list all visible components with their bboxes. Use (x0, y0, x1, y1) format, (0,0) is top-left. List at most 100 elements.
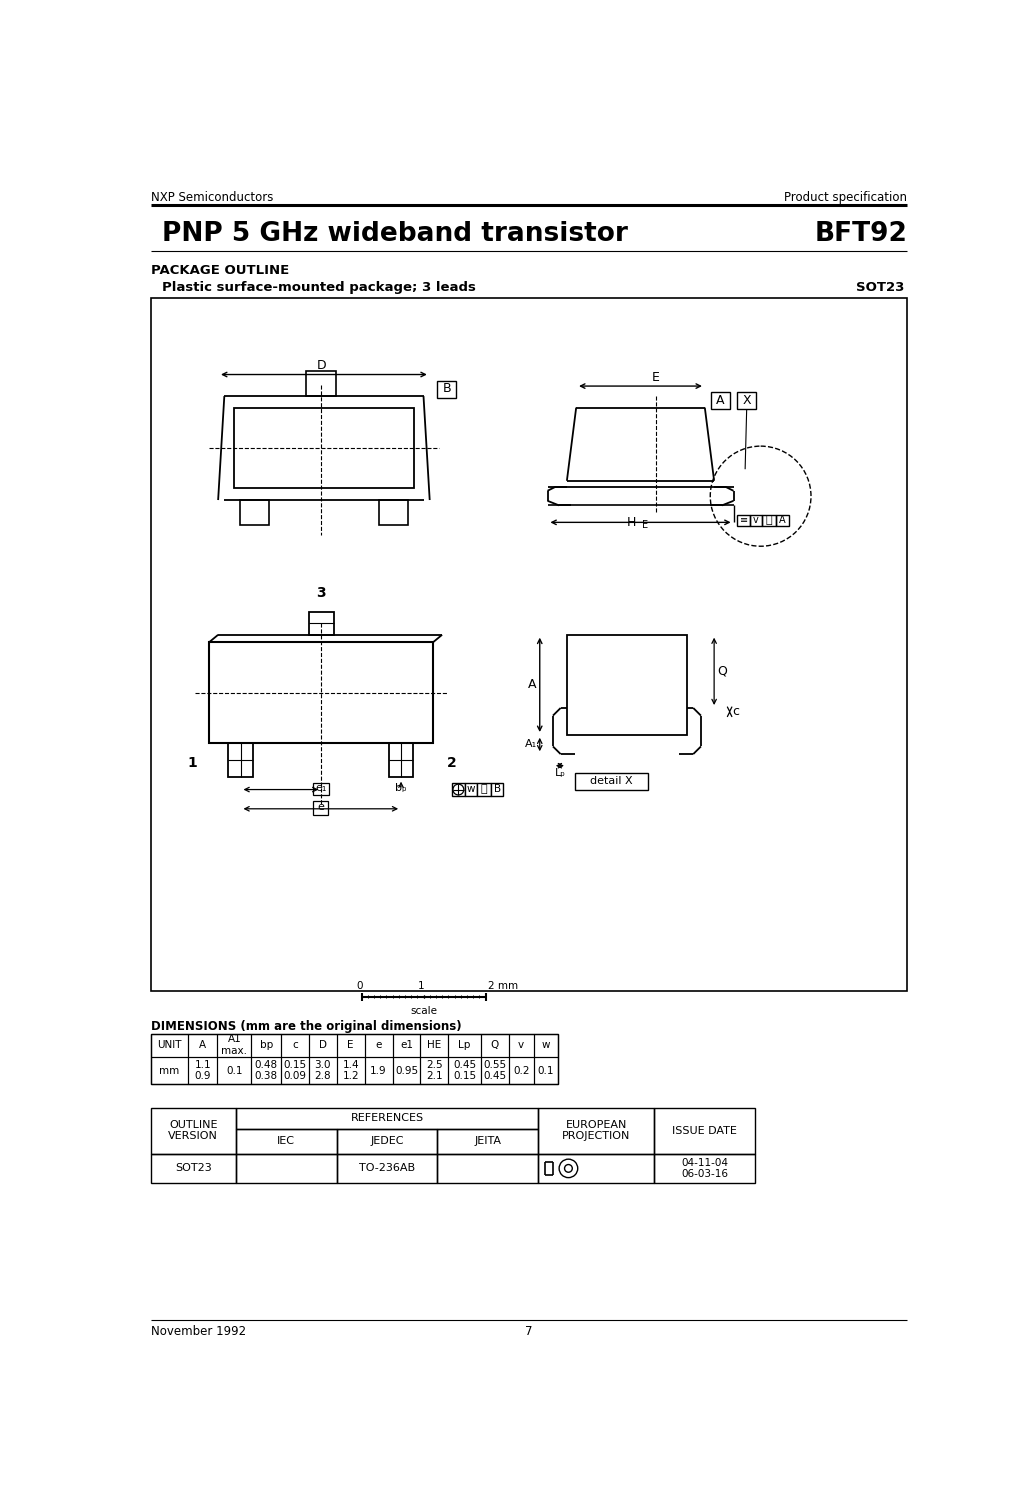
Bar (188, 1057, 218, 1084)
Text: 2 mm: 2 mm (488, 981, 518, 991)
Text: A: A (528, 678, 537, 692)
Text: bₚ: bₚ (395, 784, 407, 794)
Bar (252, 1057, 281, 1084)
Text: v: v (518, 1041, 524, 1050)
Text: bp: bp (260, 1041, 272, 1050)
Text: 0.1: 0.1 (226, 1066, 243, 1075)
Text: 1: 1 (188, 757, 197, 770)
Bar (392, 1033, 420, 1057)
Text: E: E (642, 520, 648, 529)
Bar (151, 298, 907, 991)
Text: B: B (493, 784, 501, 794)
Bar (750, 514, 763, 526)
Text: ⓜ: ⓜ (481, 784, 487, 794)
Bar (151, 1057, 188, 1084)
Bar (364, 1057, 392, 1084)
Bar (448, 1033, 481, 1057)
Bar (228, 743, 253, 778)
Bar (151, 1107, 236, 1154)
Bar (239, 499, 269, 525)
Text: A: A (199, 1041, 206, 1050)
Bar (711, 393, 730, 409)
Text: w: w (466, 784, 475, 794)
Bar (313, 802, 328, 815)
Bar (188, 1033, 218, 1057)
Text: JEDEC: JEDEC (370, 1137, 404, 1146)
Text: 1.1
0.9: 1.1 0.9 (194, 1060, 211, 1081)
Text: ≡: ≡ (740, 516, 747, 525)
Bar (218, 1033, 252, 1057)
Bar (481, 1057, 509, 1084)
Text: BFT92: BFT92 (814, 221, 907, 247)
Text: 0.95: 0.95 (395, 1066, 418, 1075)
Text: UNIT: UNIT (157, 1041, 182, 1050)
Text: Product specification: Product specification (784, 191, 907, 205)
Bar (314, 782, 329, 796)
Text: e: e (317, 802, 324, 812)
Bar (151, 1033, 558, 1084)
Bar (252, 1033, 281, 1057)
Bar (477, 784, 491, 796)
Bar (452, 784, 464, 796)
Text: A: A (716, 394, 724, 406)
Text: PACKAGE OUTLINE: PACKAGE OUTLINE (151, 263, 289, 277)
Bar (364, 1033, 392, 1057)
Bar (420, 1057, 448, 1084)
Text: 3.0
2.8: 3.0 2.8 (315, 1060, 331, 1081)
Bar (763, 514, 776, 526)
Bar (236, 1154, 336, 1184)
Text: 0.55
0.45: 0.55 0.45 (483, 1060, 507, 1081)
Text: 2.5
2.1: 2.5 2.1 (426, 1060, 443, 1081)
Bar (309, 612, 333, 635)
Bar (539, 1107, 654, 1154)
Bar (776, 514, 788, 526)
Bar (534, 1057, 558, 1084)
Text: w: w (542, 1041, 550, 1050)
Bar (654, 1154, 755, 1184)
Text: REFERENCES: REFERENCES (351, 1113, 424, 1123)
Text: JEITA: JEITA (475, 1137, 502, 1146)
Bar (336, 1033, 364, 1057)
Bar (307, 371, 336, 396)
Bar (389, 743, 414, 778)
Text: OUTLINE
VERSION: OUTLINE VERSION (168, 1120, 218, 1142)
Bar (509, 1057, 534, 1084)
Text: 0.1: 0.1 (538, 1066, 554, 1075)
Text: 0: 0 (356, 981, 362, 991)
Text: 2: 2 (447, 757, 456, 770)
Text: TO-236AB: TO-236AB (359, 1164, 415, 1173)
Bar (336, 1057, 364, 1084)
Text: 1.9: 1.9 (370, 1066, 387, 1075)
Bar (151, 1154, 236, 1184)
Text: IEC: IEC (278, 1137, 295, 1146)
Bar (738, 393, 756, 409)
Text: e: e (376, 1041, 382, 1050)
Text: 1: 1 (418, 981, 424, 991)
Text: e1: e1 (400, 1041, 413, 1050)
Bar (438, 381, 456, 397)
Text: EUROPEAN
PROJECTION: EUROPEAN PROJECTION (562, 1120, 631, 1142)
Text: HE: HE (427, 1041, 442, 1050)
Text: 3: 3 (317, 587, 326, 600)
Text: X: X (742, 394, 751, 406)
Bar (233, 408, 414, 489)
Bar (309, 1057, 336, 1084)
Text: E: E (348, 1041, 354, 1050)
Text: E: E (652, 371, 659, 384)
Text: scale: scale (410, 1006, 437, 1015)
Bar (236, 1107, 539, 1130)
Text: e₁: e₁ (316, 784, 327, 794)
Text: D: D (317, 359, 326, 371)
Text: ⓜ: ⓜ (766, 516, 773, 525)
Bar (438, 1154, 539, 1184)
Text: A: A (779, 516, 785, 525)
Text: SOT23: SOT23 (175, 1164, 212, 1173)
Text: November 1992: November 1992 (151, 1325, 246, 1337)
Bar (654, 1107, 755, 1154)
Text: 1.4
1.2: 1.4 1.2 (343, 1060, 359, 1081)
Bar (481, 1033, 509, 1057)
Text: NXP Semiconductors: NXP Semiconductors (151, 191, 273, 205)
Bar (464, 784, 477, 796)
Bar (281, 1057, 309, 1084)
Text: 0.48
0.38: 0.48 0.38 (255, 1060, 278, 1081)
